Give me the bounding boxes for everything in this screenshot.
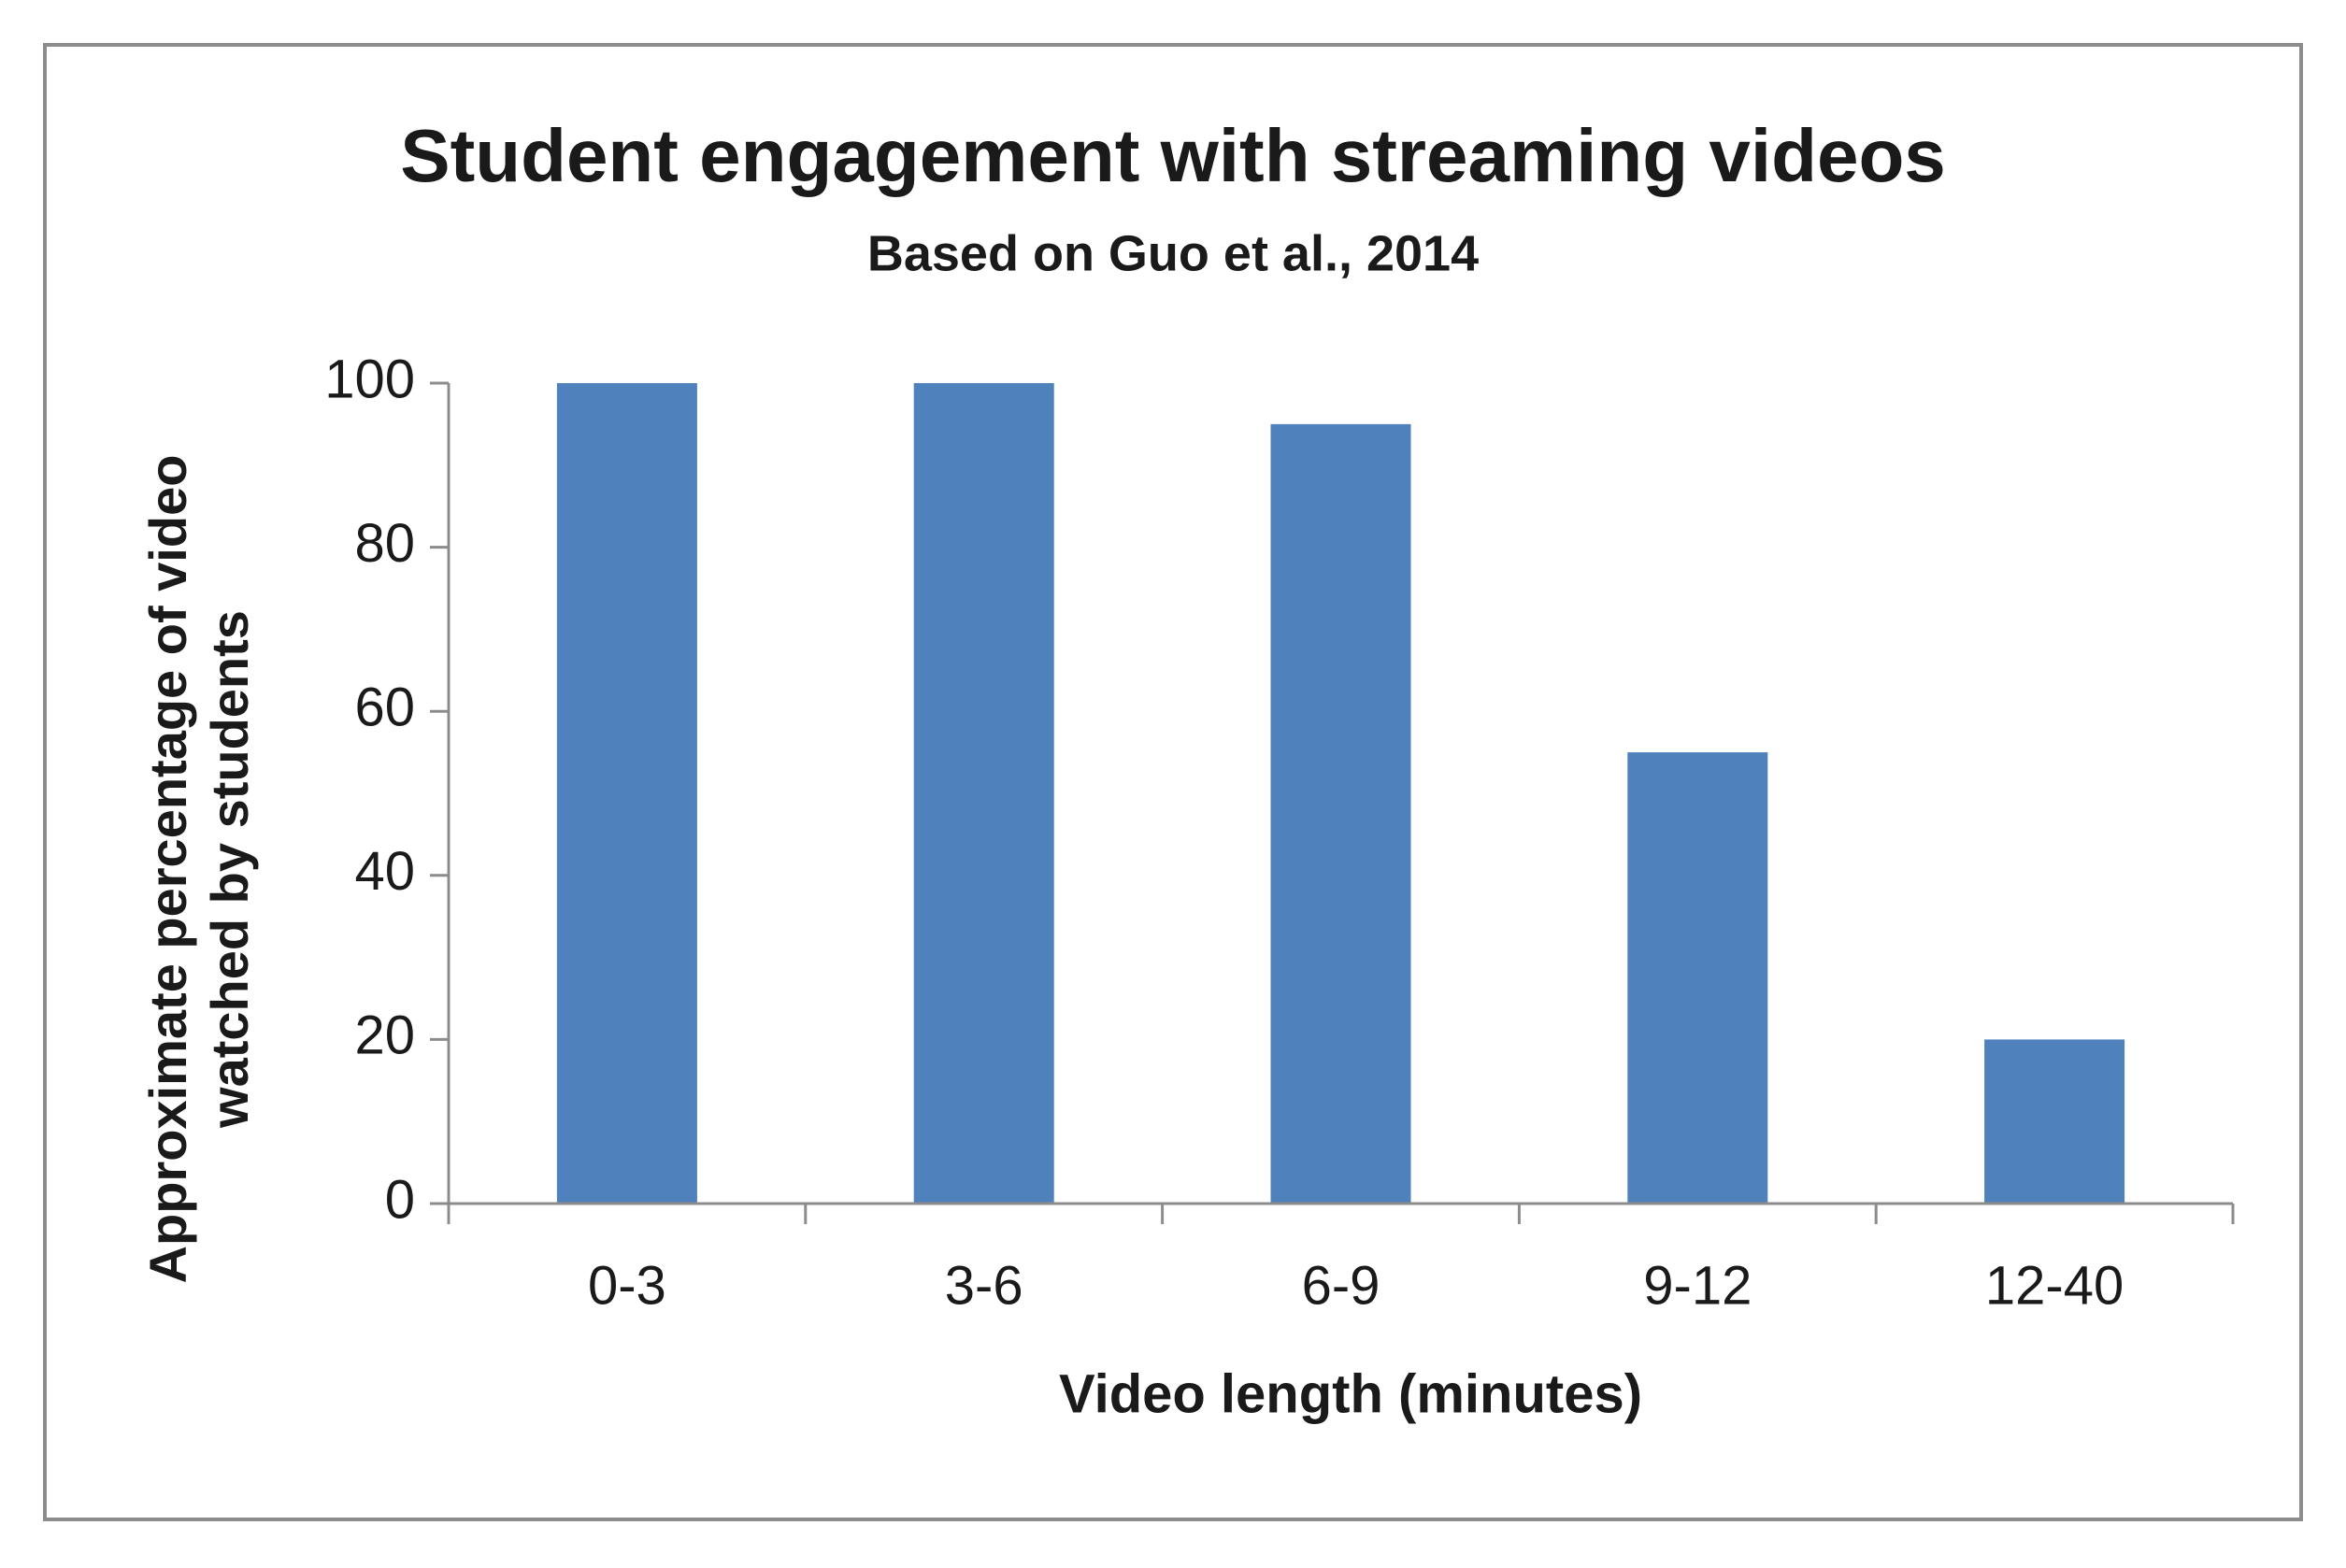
y-tick-label: 0 xyxy=(385,1169,415,1230)
y-axis-label: Approximate percentage of video xyxy=(138,455,197,1284)
y-tick-label: 20 xyxy=(354,1005,415,1066)
y-tick-label: 40 xyxy=(354,841,415,902)
chart-title: Student engagement with streaming videos xyxy=(400,114,1946,197)
x-tick-label: 9-12 xyxy=(1643,1255,1752,1316)
bar xyxy=(1270,423,1411,1204)
bar xyxy=(913,383,1054,1204)
x-tick-label: 12-40 xyxy=(1985,1255,2124,1316)
x-tick-label: 0-3 xyxy=(588,1255,666,1316)
x-tick-label: 3-6 xyxy=(945,1255,1023,1316)
bar xyxy=(1627,752,1768,1204)
y-tick-label: 80 xyxy=(354,513,415,574)
bar xyxy=(556,383,697,1204)
y-tick-label: 100 xyxy=(324,349,415,409)
chart-border xyxy=(43,43,2303,1521)
x-axis-label: Video length (minutes) xyxy=(1059,1363,1642,1424)
y-tick-label: 60 xyxy=(354,677,415,738)
bar xyxy=(1984,1039,2125,1204)
y-axis-label: watched by students xyxy=(200,610,259,1129)
x-tick-label: 6-9 xyxy=(1302,1255,1380,1316)
chart-subtitle: Based on Guo et al., 2014 xyxy=(867,225,1479,281)
